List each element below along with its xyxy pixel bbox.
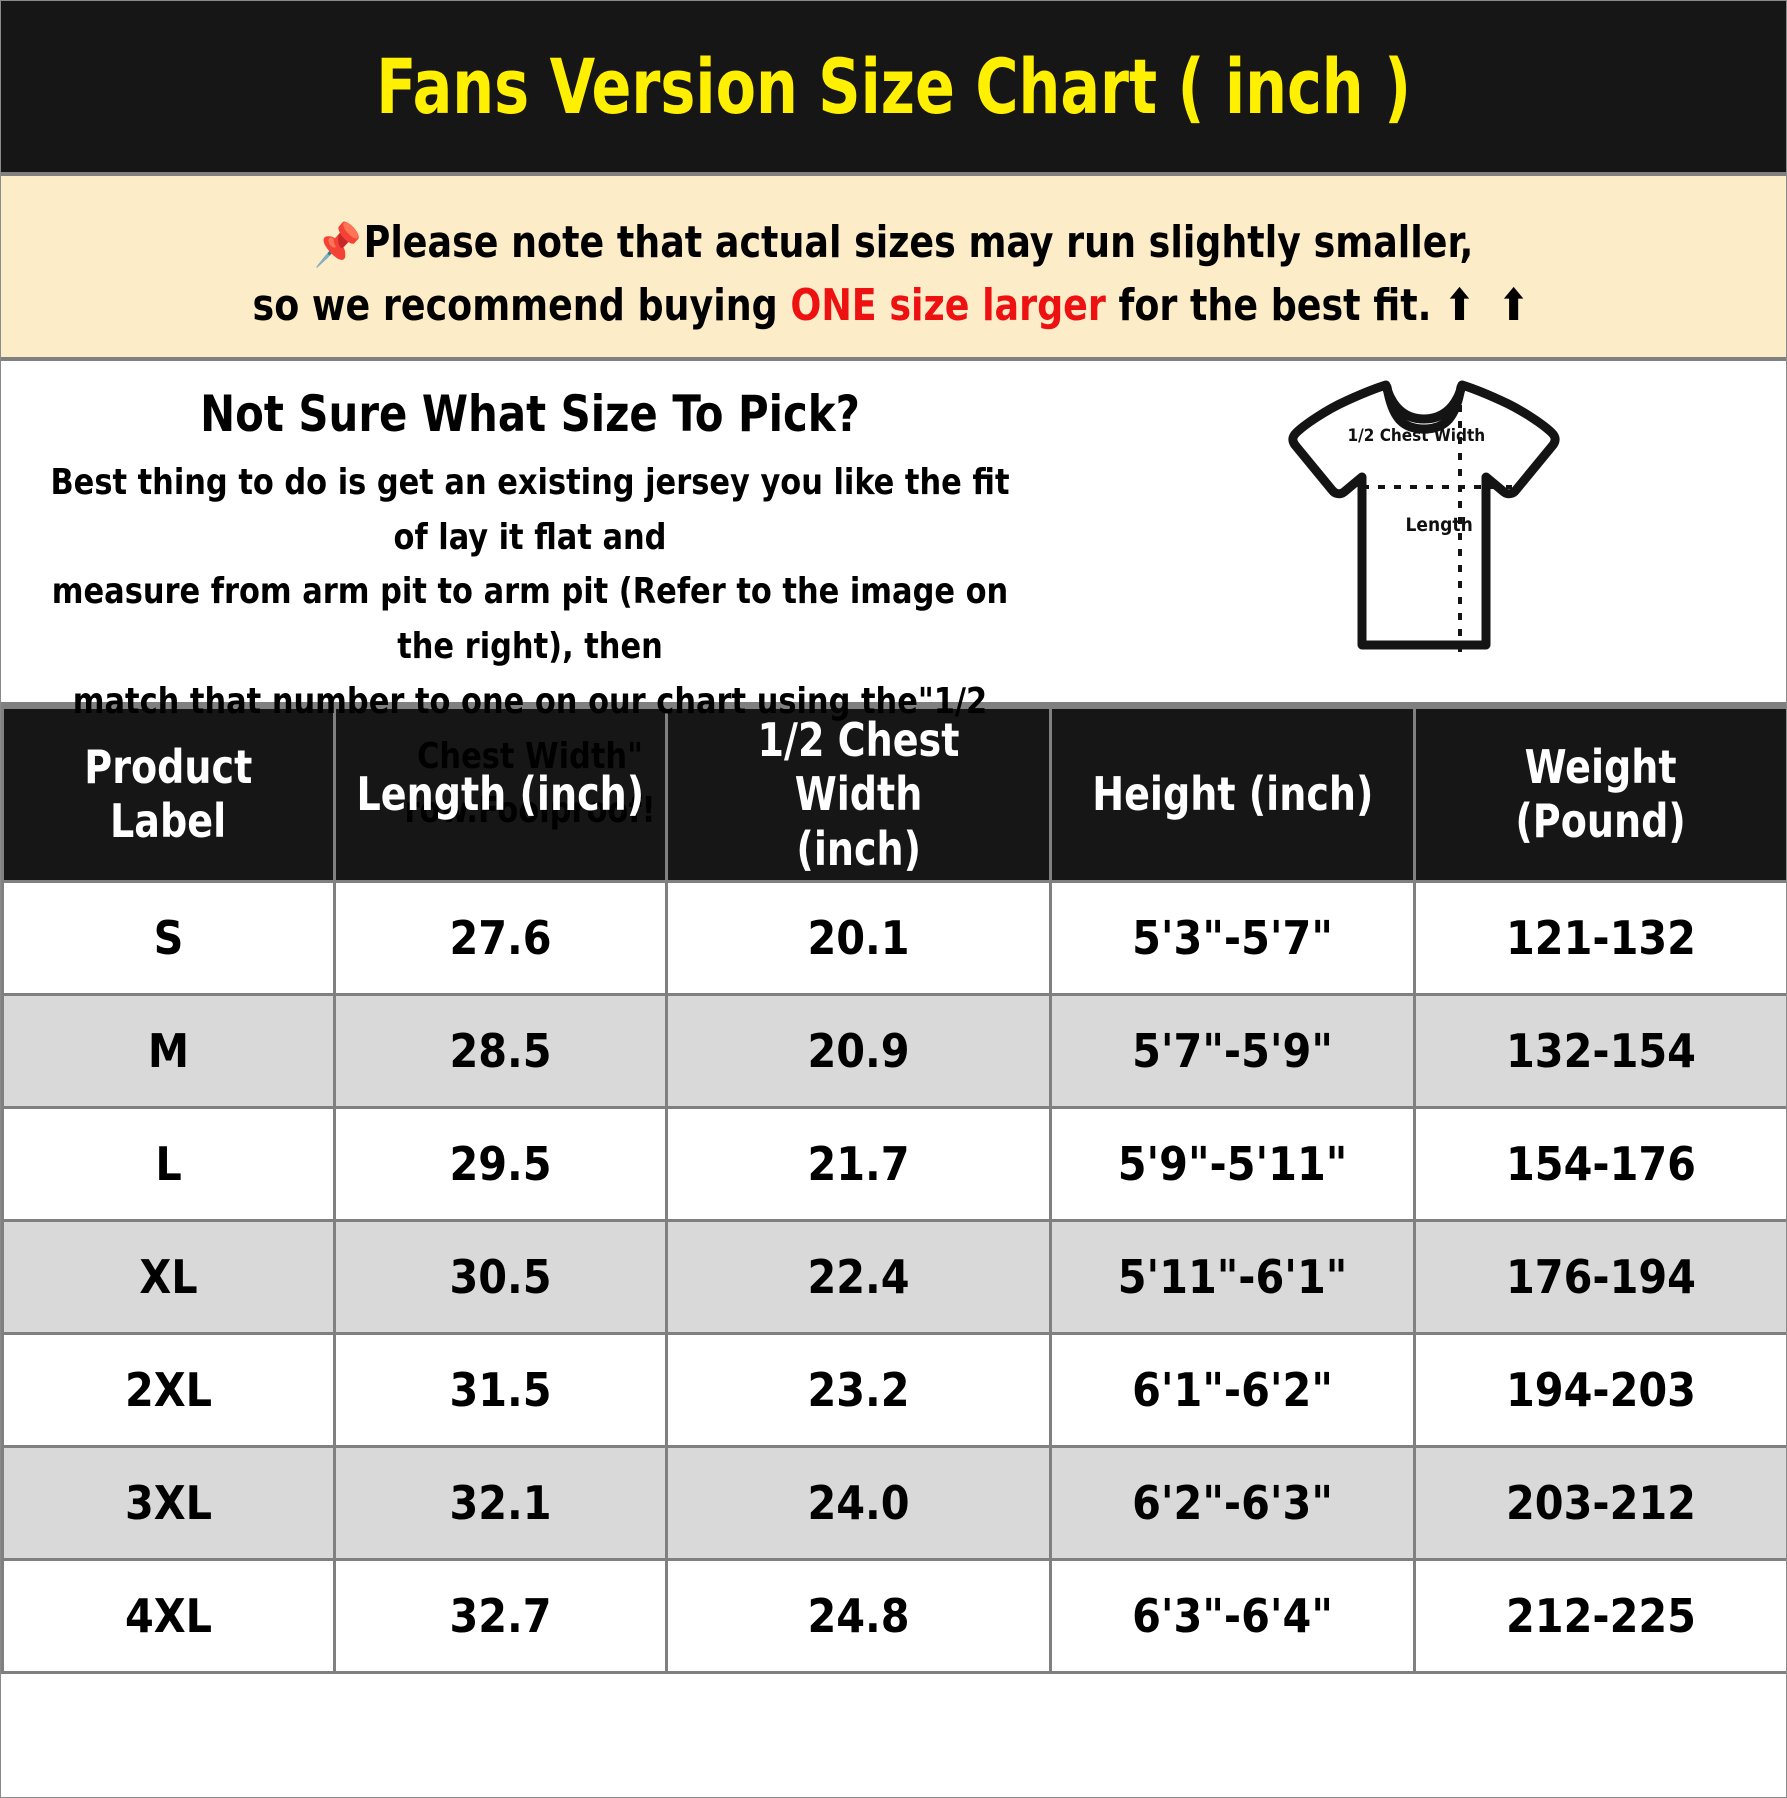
- cell-length: 32.1: [333, 1444, 668, 1561]
- cell-size: XL: [1, 1218, 336, 1335]
- page-title: Fans Version Size Chart ( inch ): [376, 41, 1411, 131]
- column-header-product-label: Product Label: [1, 706, 336, 883]
- info-body-line-4: row.Foolproof!: [404, 790, 656, 832]
- cell-height: 6'2"-6'3": [1049, 1444, 1416, 1561]
- cell-size: M: [1, 992, 336, 1109]
- header-line: 1/2 Chest Width: [757, 713, 960, 822]
- note-highlight: ONE size larger: [790, 279, 1106, 331]
- info-body-line-2: measure from arm pit to arm pit (Refer t…: [51, 571, 1009, 668]
- tshirt-icon: 1/2 Chest Width Length: [1274, 367, 1574, 657]
- pushpin-icon: 📌: [313, 220, 362, 269]
- cell-weight: 203-212: [1413, 1444, 1786, 1561]
- column-header-length: Length (inch): [333, 706, 668, 883]
- cell-half-chest: 22.4: [665, 1218, 1052, 1335]
- diagram-area: 1/2 Chest Width Length: [1061, 361, 1786, 657]
- cell-half-chest: 21.7: [665, 1105, 1052, 1222]
- table-row: L 29.5 21.7 5'9"-5'11" 154-176: [1, 1105, 1786, 1222]
- cell-weight: 194-203: [1413, 1331, 1786, 1448]
- cell-half-chest: 24.0: [665, 1444, 1052, 1561]
- cell-height: 5'9"-5'11": [1049, 1105, 1416, 1222]
- header-line: Weight: [1525, 740, 1677, 795]
- cell-length: 27.6: [333, 879, 668, 996]
- cell-height: 5'7"-5'9": [1049, 992, 1416, 1109]
- cell-half-chest: 20.9: [665, 992, 1052, 1109]
- cell-weight: 132-154: [1413, 992, 1786, 1109]
- info-text-block: Not Sure What Size To Pick? Best thing t…: [1, 361, 1061, 839]
- note-line-2-after: for the best fit.: [1105, 279, 1445, 331]
- cell-weight: 212-225: [1413, 1557, 1786, 1674]
- note-line-1: 📌Please note that actual sizes may run s…: [109, 212, 1678, 275]
- note-line-2: so we recommend buying ONE size larger f…: [109, 275, 1678, 337]
- note-line-1-text: Please note that actual sizes may run sl…: [363, 217, 1474, 268]
- column-header-height: Height (inch): [1049, 706, 1416, 883]
- cell-length: 32.7: [333, 1557, 668, 1674]
- table-row: 4XL 32.7 24.8 6'3"-6'4" 212-225: [1, 1557, 1786, 1674]
- cell-size: 4XL: [1, 1557, 336, 1674]
- cell-length: 28.5: [333, 992, 668, 1109]
- cell-length: 29.5: [333, 1105, 668, 1222]
- info-section: Not Sure What Size To Pick? Best thing t…: [1, 361, 1786, 831]
- arrow-up-icon: ⬆ ⬆: [1444, 279, 1535, 331]
- size-chart-table: Product Label Length (inch) 1/2 Chest Wi…: [1, 706, 1786, 1674]
- tshirt-svg: [1287, 380, 1560, 652]
- header-line: Height (inch): [1091, 767, 1374, 822]
- cell-height: 5'11"-6'1": [1049, 1218, 1416, 1335]
- cell-size: 3XL: [1, 1444, 336, 1561]
- cell-size: 2XL: [1, 1331, 336, 1448]
- cell-half-chest: 23.2: [665, 1331, 1052, 1448]
- cell-weight: 121-132: [1413, 879, 1786, 996]
- table-row: M 28.5 20.9 5'7"-5'9" 132-154: [1, 992, 1786, 1109]
- note-line-2-before: so we recommend buying: [252, 279, 791, 331]
- cell-length: 31.5: [333, 1331, 668, 1448]
- header-line: Length (inch): [356, 767, 645, 822]
- table-row: 2XL 31.5 23.2 6'1"-6'2" 194-203: [1, 1331, 1786, 1448]
- info-body-line-1: Best thing to do is get an existing jers…: [50, 462, 1010, 558]
- table-row: 3XL 32.1 24.0 6'2"-6'3" 203-212: [1, 1444, 1786, 1561]
- cell-height: 6'1"-6'2": [1049, 1331, 1416, 1448]
- chest-width-label: 1/2 Chest Width: [1347, 426, 1486, 446]
- cell-length: 30.5: [333, 1218, 668, 1335]
- cell-height: 5'3"-5'7": [1049, 879, 1416, 996]
- table-header-row: Product Label Length (inch) 1/2 Chest Wi…: [1, 706, 1786, 883]
- header-line: (inch): [796, 821, 921, 876]
- header-line: Label: [110, 794, 227, 849]
- table-row: XL 30.5 22.4 5'11"-6'1" 176-194: [1, 1218, 1786, 1335]
- cell-size: S: [1, 879, 336, 996]
- header-line: Product: [84, 740, 253, 795]
- info-body-line-3: match that number to one on our chart us…: [72, 680, 988, 777]
- info-heading: Not Sure What Size To Pick?: [200, 385, 860, 443]
- cell-half-chest: 24.8: [665, 1557, 1052, 1674]
- cell-weight: 176-194: [1413, 1218, 1786, 1335]
- title-banner: Fans Version Size Chart ( inch ): [1, 1, 1786, 176]
- note-band: 📌Please note that actual sizes may run s…: [1, 176, 1786, 361]
- cell-size: L: [1, 1105, 336, 1222]
- cell-half-chest: 20.1: [665, 879, 1052, 996]
- header-line: (Pound): [1515, 794, 1687, 849]
- cell-weight: 154-176: [1413, 1105, 1786, 1222]
- column-header-weight: Weight (Pound): [1413, 706, 1786, 883]
- length-label: Length: [1405, 514, 1473, 536]
- table-row: S 27.6 20.1 5'3"-5'7" 121-132: [1, 879, 1786, 996]
- column-header-half-chest-width: 1/2 Chest Width (inch): [665, 706, 1052, 883]
- cell-height: 6'3"-6'4": [1049, 1557, 1416, 1674]
